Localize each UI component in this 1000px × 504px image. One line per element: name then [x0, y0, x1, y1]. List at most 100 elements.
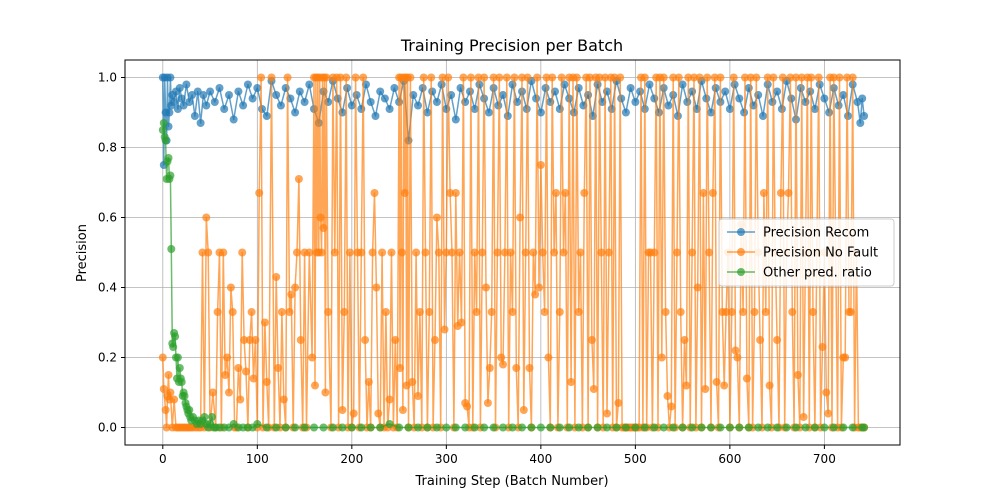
data-point: [466, 73, 475, 82]
data-point: [799, 413, 808, 421]
data-point: [773, 87, 782, 96]
data-point: [340, 308, 349, 316]
data-point: [406, 73, 415, 82]
data-point: [396, 364, 404, 372]
data-point: [215, 84, 224, 92]
legend-box: [718, 218, 895, 287]
data-point: [223, 353, 232, 362]
data-point: [801, 423, 810, 432]
data-point: [370, 189, 379, 197]
data-point: [572, 73, 581, 82]
data-point: [279, 395, 288, 404]
data-point: [540, 308, 549, 316]
data-point: [565, 423, 574, 432]
data-point: [727, 308, 736, 316]
data-point: [385, 105, 394, 113]
data-point: [374, 409, 383, 418]
data-point: [472, 308, 481, 316]
data-point: [707, 108, 715, 117]
data-point: [228, 308, 237, 316]
data-point: [461, 423, 470, 432]
data-point: [376, 87, 385, 96]
data-point: [603, 423, 611, 432]
x-tick-label: 500: [624, 452, 647, 466]
data-point: [185, 406, 194, 414]
data-point: [202, 213, 211, 222]
data-point: [451, 423, 460, 432]
data-point: [159, 385, 168, 393]
data-point: [482, 283, 490, 292]
data-point: [778, 73, 787, 82]
data-point: [707, 423, 715, 432]
data-point: [415, 308, 424, 316]
data-point: [198, 248, 207, 257]
data-point: [357, 423, 366, 432]
data-point: [597, 248, 606, 257]
data-point: [497, 353, 506, 362]
data-point: [182, 80, 191, 89]
data-point: [440, 325, 449, 334]
data-point: [645, 80, 654, 89]
data-point: [752, 73, 761, 82]
data-point: [503, 112, 512, 120]
data-point: [202, 101, 211, 110]
data-point: [253, 84, 262, 92]
data-point: [533, 73, 542, 82]
data-point: [291, 108, 300, 117]
data-point: [359, 73, 368, 82]
data-point: [480, 423, 489, 432]
legend: Precision Recom Precision No Fault Other p…: [718, 218, 895, 287]
data-point: [750, 308, 759, 316]
data-point: [368, 248, 377, 257]
data-point: [463, 402, 472, 411]
data-point: [483, 399, 492, 407]
data-point: [167, 245, 176, 253]
data-point: [390, 84, 399, 92]
data-point: [574, 308, 583, 316]
data-point: [351, 73, 360, 82]
data-point: [398, 406, 407, 414]
x-axis-title: Training Step (Batch Number): [414, 474, 608, 489]
data-point: [636, 87, 645, 96]
data-point: [336, 73, 345, 82]
data-point: [495, 73, 504, 82]
data-point: [603, 87, 611, 96]
data-point: [688, 87, 697, 96]
data-point: [682, 381, 691, 390]
data-point: [310, 423, 318, 432]
data-point: [792, 73, 800, 82]
data-point: [474, 73, 483, 82]
data-point: [364, 378, 373, 386]
data-point: [322, 73, 331, 82]
data-point: [349, 409, 358, 418]
data-point: [720, 381, 729, 390]
data-point: [693, 283, 702, 292]
data-point: [434, 248, 443, 257]
y-tick-label: 0.8: [98, 141, 117, 155]
data-point: [260, 318, 269, 327]
data-point: [164, 371, 173, 379]
data-point: [347, 423, 356, 432]
data-point: [255, 189, 264, 197]
data-point: [506, 248, 515, 257]
data-point: [519, 406, 528, 414]
legend-marker: [737, 228, 745, 236]
data-point: [763, 423, 772, 432]
data-point: [669, 73, 678, 82]
data-point: [822, 388, 831, 397]
data-point: [839, 91, 848, 99]
data-point: [818, 343, 827, 351]
data-point: [678, 80, 687, 89]
data-point: [305, 80, 314, 89]
data-point: [786, 73, 795, 82]
data-point: [338, 423, 347, 432]
data-point: [824, 409, 833, 418]
data-point: [820, 423, 829, 432]
data-point: [839, 423, 848, 432]
data-point: [177, 378, 186, 386]
data-point: [659, 73, 668, 82]
x-tick-label: 300: [435, 452, 458, 466]
data-point: [500, 248, 509, 257]
data-point: [243, 80, 252, 89]
data-point: [431, 336, 439, 344]
